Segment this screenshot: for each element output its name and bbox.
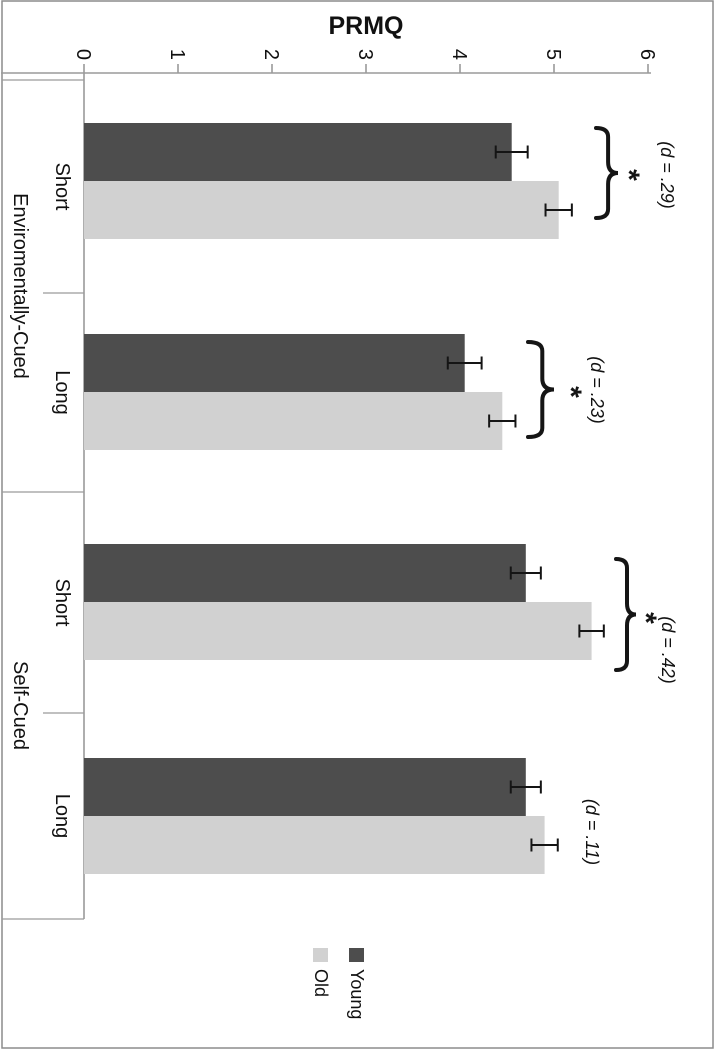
effect-size-label: (d = .23): [587, 356, 607, 424]
significance-brace: [526, 340, 555, 439]
bar-young-0: [83, 123, 512, 181]
category-label: Short: [51, 579, 73, 627]
category-label: Long: [51, 794, 73, 839]
effect-size-label: (d = .29): [657, 141, 677, 209]
category-label: Short: [51, 163, 73, 211]
value-tick-label: 3: [354, 49, 376, 60]
group-label: Enviromentally-Cued: [9, 193, 31, 379]
value-tick-label: 2: [260, 49, 282, 60]
legend-swatch-old: [313, 948, 328, 962]
legend-swatch-young: [349, 948, 364, 962]
legend-label-old: Old: [311, 969, 331, 997]
significance-brace: [614, 557, 637, 672]
group-label: Self-Cued: [9, 661, 31, 750]
significance-asterisk: *: [554, 386, 587, 398]
y-axis-title: PRMQ: [329, 12, 404, 40]
category-label: Long: [51, 370, 73, 415]
plot-area: 0 1 2 3 4 5 6 Short Long Short Long Enviromentally-…: [1, 49, 678, 920]
legend-label-young: Young: [347, 969, 367, 1019]
value-tick-label: 0: [72, 49, 94, 60]
bar-old-1: [84, 392, 503, 450]
effect-size-label: (d = .11): [582, 799, 602, 865]
bar-old-0: [83, 181, 559, 239]
value-tick-label: 5: [542, 49, 564, 60]
bar-young-3: [84, 758, 526, 816]
bar-old-2: [83, 602, 592, 660]
value-tick-label: 4: [448, 49, 470, 60]
significance-asterisk: *: [629, 612, 662, 624]
bar-old-3: [84, 816, 545, 874]
legend: Young Old: [311, 948, 367, 1019]
bar-young-1: [83, 334, 465, 392]
significance-asterisk: *: [612, 169, 645, 181]
effect-size-label: (d = .42): [658, 616, 678, 684]
bar-young-2: [84, 544, 526, 602]
value-tick-label: 1: [166, 49, 188, 60]
value-tick-label: 6: [636, 49, 658, 60]
significance-brace: [594, 126, 619, 220]
